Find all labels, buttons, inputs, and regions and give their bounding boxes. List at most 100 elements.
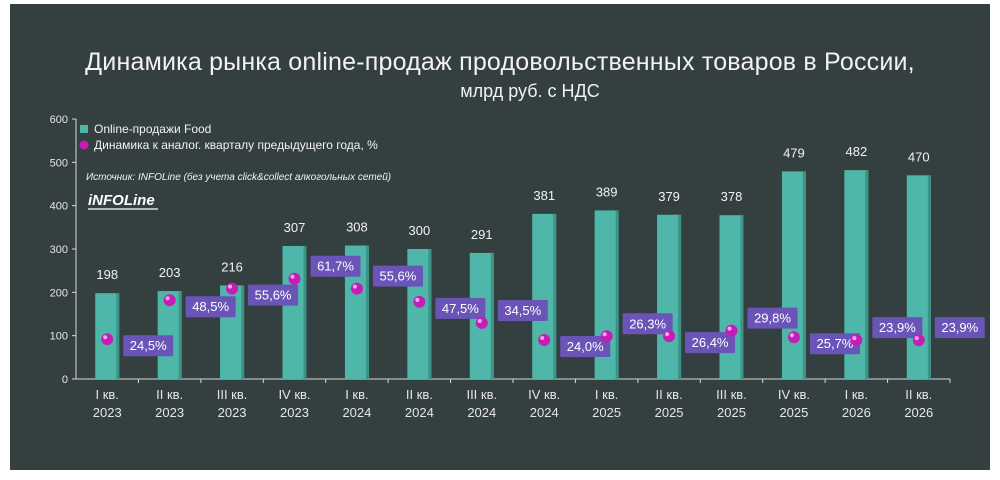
x-tick-label: I кв. — [345, 387, 368, 402]
bar-value-label: 308 — [346, 220, 368, 235]
pct-label-box — [622, 313, 673, 335]
pct-label-box — [372, 265, 423, 287]
bar-shade — [428, 249, 432, 379]
x-tick-label-year: 2024 — [405, 405, 434, 420]
x-tick-label-year: 2026 — [904, 405, 933, 420]
bar-shade — [865, 170, 869, 379]
bar-shade — [802, 171, 806, 379]
x-tick-label: II кв. — [406, 387, 433, 402]
y-tick-label: 0 — [62, 374, 68, 386]
x-tick-label: II кв. — [156, 387, 183, 402]
x-tick-label: II кв. — [905, 387, 932, 402]
x-tick-label-year: 2025 — [655, 405, 684, 420]
bar — [657, 214, 682, 379]
pct-label-box — [560, 336, 611, 357]
pct-label-box — [747, 307, 798, 329]
legend-label-bars: Online-продажи Food — [94, 122, 211, 136]
y-tick-label: 600 — [50, 114, 68, 126]
pct-marker — [288, 272, 301, 285]
bar — [532, 213, 557, 379]
pct-value-label: 47,5% — [442, 301, 479, 316]
x-tick-label: I кв. — [595, 387, 618, 402]
pct-marker — [663, 330, 676, 343]
bar-shade — [490, 252, 494, 379]
y-tick-label: 100 — [50, 331, 68, 343]
pct-marker-highlight — [727, 326, 732, 331]
bar-value-label: 479 — [783, 145, 805, 160]
bar-value-label: 300 — [409, 223, 431, 238]
pct-marker-highlight — [789, 333, 794, 338]
x-tick-label: IV кв. — [778, 387, 810, 402]
chart-subtitle: млрд руб. с НДС — [460, 81, 600, 101]
x-tick-label-year: 2024 — [467, 405, 496, 420]
x-tick-label: I кв. — [845, 387, 868, 402]
legend-swatch-bars — [80, 125, 88, 133]
bar-shade — [116, 293, 120, 379]
bar — [781, 171, 806, 379]
pct-marker-highlight — [914, 336, 919, 341]
bar-value-label: 381 — [533, 188, 555, 203]
pct-marker — [725, 324, 738, 337]
pct-marker — [226, 282, 239, 295]
pct-marker — [475, 316, 488, 329]
pct-value-label: 26,3% — [629, 316, 666, 331]
source-note: Источник: INFOLine (без учета click&coll… — [86, 171, 391, 183]
logo-text: iNFOLine — [88, 192, 155, 209]
x-tick-label-year: 2025 — [592, 405, 621, 420]
bar-shade — [303, 245, 307, 379]
x-tick-label-year: 2023 — [155, 405, 184, 420]
x-tick-label: II кв. — [656, 387, 683, 402]
pct-marker-highlight — [165, 296, 170, 301]
pct-value-label: 61,7% — [317, 259, 354, 274]
pct-label-box — [809, 333, 860, 355]
legend-label-markers: Динамика к аналог. кварталу предыдущего … — [94, 138, 378, 152]
pct-value-label: 25,7% — [816, 336, 853, 351]
x-tick-label-year: 2025 — [779, 405, 808, 420]
pct-value-label: 23,9% — [941, 320, 978, 335]
pct-value-label: 55,6% — [379, 269, 416, 284]
pct-marker-highlight — [415, 297, 420, 302]
bar-value-label: 470 — [908, 149, 930, 164]
bar-value-label: 482 — [846, 144, 868, 159]
bar — [719, 215, 744, 379]
y-tick-label: 300 — [50, 244, 68, 256]
infoline-logo: iNFOLine — [88, 192, 158, 210]
pct-label-box — [248, 284, 299, 306]
x-tick-label: IV кв. — [528, 387, 560, 402]
pct-marker-highlight — [352, 284, 357, 289]
chart-panel — [10, 4, 990, 470]
pct-marker — [787, 331, 800, 344]
pct-marker-highlight — [665, 332, 670, 337]
pct-value-label: 29,8% — [754, 311, 791, 326]
bar-value-label: 216 — [221, 259, 243, 274]
pct-marker-highlight — [602, 332, 607, 337]
pct-label-box — [685, 332, 736, 354]
pct-marker — [600, 330, 613, 343]
x-tick-label: III кв. — [716, 387, 747, 402]
bar-shade — [927, 175, 931, 379]
pct-marker — [163, 294, 176, 307]
x-tick-label: III кв. — [217, 387, 248, 402]
bar-value-label: 291 — [471, 227, 493, 242]
pct-value-label: 24,5% — [130, 338, 167, 353]
pct-marker-highlight — [228, 284, 233, 289]
pct-value-label: 55,6% — [255, 288, 292, 303]
chart-title: Динамика рынка online-продаж продовольст… — [85, 48, 915, 76]
bar-value-label: 378 — [721, 189, 743, 204]
pct-marker-highlight — [103, 335, 108, 340]
pct-label-box — [934, 317, 985, 339]
pct-label-box — [497, 299, 548, 321]
bar — [906, 175, 931, 379]
pct-value-label: 24,0% — [567, 339, 604, 354]
pct-value-label: 34,5% — [504, 303, 541, 318]
pct-value-label: 48,5% — [192, 299, 229, 314]
pct-marker-highlight — [852, 336, 857, 341]
bar — [282, 245, 307, 379]
legend-swatch-markers — [79, 140, 89, 150]
x-tick-label-year: 2023 — [93, 405, 122, 420]
x-tick-label: I кв. — [95, 387, 118, 402]
bar-shade — [553, 213, 557, 379]
x-tick-label-year: 2023 — [218, 405, 247, 420]
bar-value-label: 379 — [658, 189, 680, 204]
